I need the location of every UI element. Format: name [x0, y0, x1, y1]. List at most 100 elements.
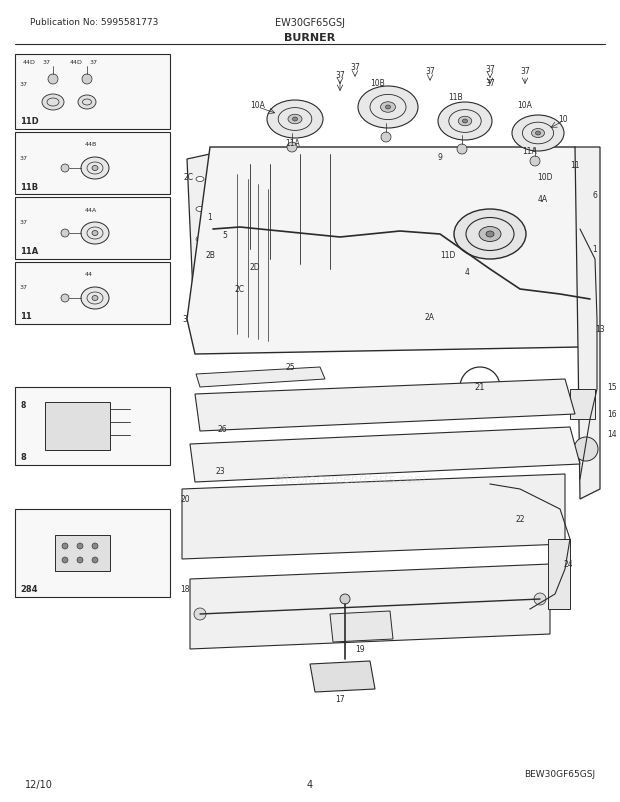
Ellipse shape [536, 132, 541, 136]
Text: 5: 5 [223, 230, 228, 239]
Ellipse shape [196, 267, 204, 272]
Text: 11A: 11A [20, 247, 38, 256]
Ellipse shape [196, 237, 204, 242]
Text: 2D: 2D [250, 263, 260, 272]
Circle shape [62, 543, 68, 549]
Text: 44D: 44D [23, 60, 36, 66]
Polygon shape [187, 155, 218, 339]
Text: BURNER: BURNER [285, 33, 335, 43]
Ellipse shape [463, 119, 467, 124]
Ellipse shape [438, 103, 492, 141]
Ellipse shape [358, 87, 418, 129]
Polygon shape [45, 403, 110, 451]
Polygon shape [330, 611, 393, 642]
Circle shape [194, 608, 206, 620]
Circle shape [92, 557, 98, 563]
Text: 23: 23 [215, 467, 225, 476]
Polygon shape [190, 565, 550, 649]
Text: 11: 11 [570, 160, 580, 169]
Text: 44D: 44D [70, 60, 83, 66]
Polygon shape [182, 475, 565, 559]
Ellipse shape [386, 106, 391, 110]
Text: eReplacementParts.com: eReplacementParts.com [273, 473, 427, 486]
Text: Publication No: 5995581773: Publication No: 5995581773 [30, 18, 158, 27]
Polygon shape [15, 387, 170, 465]
Ellipse shape [267, 101, 323, 139]
Ellipse shape [81, 288, 109, 310]
Ellipse shape [479, 227, 501, 242]
Text: 11D: 11D [20, 117, 39, 127]
Polygon shape [196, 367, 325, 387]
Text: 11A: 11A [523, 148, 538, 156]
Text: 11A: 11A [286, 138, 300, 148]
Text: 19: 19 [355, 645, 365, 654]
Polygon shape [190, 427, 580, 482]
Text: 15: 15 [607, 383, 617, 392]
Ellipse shape [381, 103, 396, 113]
Polygon shape [15, 133, 170, 195]
Text: 37: 37 [20, 286, 28, 290]
Text: 18: 18 [180, 585, 190, 593]
Text: 2C: 2C [235, 286, 245, 294]
Ellipse shape [78, 96, 96, 110]
Text: 37: 37 [520, 67, 530, 76]
Circle shape [48, 75, 58, 85]
Text: 37: 37 [350, 63, 360, 72]
Circle shape [287, 143, 297, 153]
Text: 11B: 11B [449, 93, 463, 103]
Polygon shape [548, 539, 570, 610]
Text: 10B: 10B [371, 79, 386, 87]
Ellipse shape [196, 322, 204, 327]
Circle shape [77, 543, 83, 549]
Circle shape [530, 157, 540, 167]
Text: 10D: 10D [538, 173, 553, 182]
Circle shape [61, 229, 69, 237]
Text: 37: 37 [425, 67, 435, 76]
Text: 37: 37 [20, 221, 28, 225]
Ellipse shape [512, 115, 564, 152]
Text: 3: 3 [182, 315, 187, 324]
Ellipse shape [454, 210, 526, 260]
Text: 6: 6 [593, 190, 598, 199]
Circle shape [61, 294, 69, 302]
Ellipse shape [458, 117, 472, 127]
Polygon shape [15, 55, 170, 130]
Text: 11: 11 [20, 312, 32, 321]
Text: 1: 1 [593, 245, 598, 254]
Ellipse shape [196, 177, 204, 182]
Ellipse shape [81, 223, 109, 245]
Polygon shape [195, 379, 575, 431]
Ellipse shape [81, 158, 109, 180]
Text: 10A: 10A [518, 100, 533, 109]
Text: 37: 37 [485, 79, 495, 87]
Text: EW30GF65GSJ: EW30GF65GSJ [275, 18, 345, 28]
Polygon shape [570, 390, 595, 419]
Polygon shape [15, 263, 170, 325]
Text: 37: 37 [20, 83, 28, 87]
Circle shape [574, 437, 598, 461]
Ellipse shape [486, 232, 494, 237]
Ellipse shape [196, 207, 204, 213]
Text: 10: 10 [558, 115, 568, 124]
Text: 4: 4 [307, 779, 313, 789]
Text: 44A: 44A [85, 207, 97, 213]
Text: 37: 37 [335, 71, 345, 79]
Text: 37: 37 [90, 60, 98, 66]
Text: 8: 8 [20, 401, 25, 410]
Text: 2B: 2B [205, 250, 215, 259]
Text: 2A: 2A [425, 313, 435, 322]
Ellipse shape [92, 166, 98, 172]
Circle shape [381, 133, 391, 143]
Text: 11B: 11B [20, 182, 38, 191]
Text: 9: 9 [438, 152, 443, 161]
Ellipse shape [288, 115, 302, 124]
Circle shape [77, 557, 83, 563]
Polygon shape [187, 148, 590, 354]
Polygon shape [575, 148, 600, 500]
Text: 284: 284 [20, 585, 37, 593]
Text: 2C: 2C [183, 173, 193, 182]
Text: 37: 37 [485, 66, 495, 75]
Circle shape [534, 593, 546, 606]
Polygon shape [15, 509, 170, 597]
Text: 37: 37 [20, 156, 28, 160]
